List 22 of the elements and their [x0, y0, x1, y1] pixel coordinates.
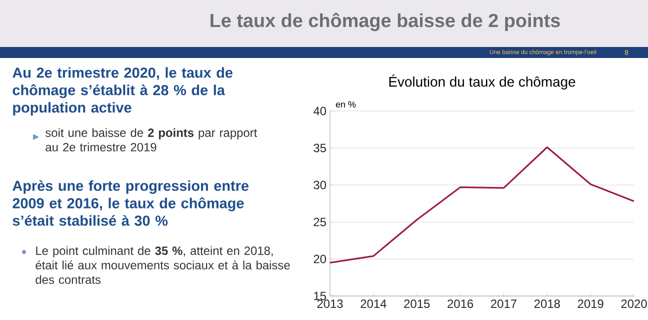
- x-tick-label: 2017: [491, 300, 516, 308]
- x-tick-label: 2020: [621, 300, 647, 308]
- y-tick-label: 20: [314, 254, 326, 264]
- x-tick-label: 2016: [448, 300, 474, 308]
- x-tick-label: 2015: [404, 300, 430, 308]
- chart-subtitle: Évolution du taux de chômage: [389, 74, 576, 90]
- y-tick-label: 25: [314, 218, 326, 226]
- text: Après une forte progression entre 2009 et 2016, le taux de chômage s’était stabilisé à 30 %: [12, 180, 248, 226]
- chart-title: Le taux de chômage baisse de 2 points: [210, 12, 560, 32]
- x-tick-label: 2014: [360, 300, 386, 308]
- x-tick-label: 2018: [534, 300, 560, 308]
- y-tick-label: 35: [314, 144, 326, 152]
- y-axis-title: en %: [336, 101, 356, 108]
- text: Au 2e trimestre 2020, le taux de chômage s’établit à 28 % de la population active: [12, 67, 232, 116]
- y-tick-label: 30: [314, 180, 326, 190]
- text: soit une baisse de 2 points par rapport au 2e trimestre 2019: [46, 128, 258, 152]
- y-tick-label: 40: [313, 106, 326, 116]
- x-tick-label: 2013: [317, 300, 343, 308]
- x-tick-label: 2019: [578, 300, 604, 308]
- text: Le point culminant de 35 %, atteint en 2018, était lié aux mouvements sociaux et à la baisse des contrats: [36, 246, 290, 284]
- line-series: [330, 146, 634, 264]
- y-tick-label: 15: [314, 292, 326, 300]
